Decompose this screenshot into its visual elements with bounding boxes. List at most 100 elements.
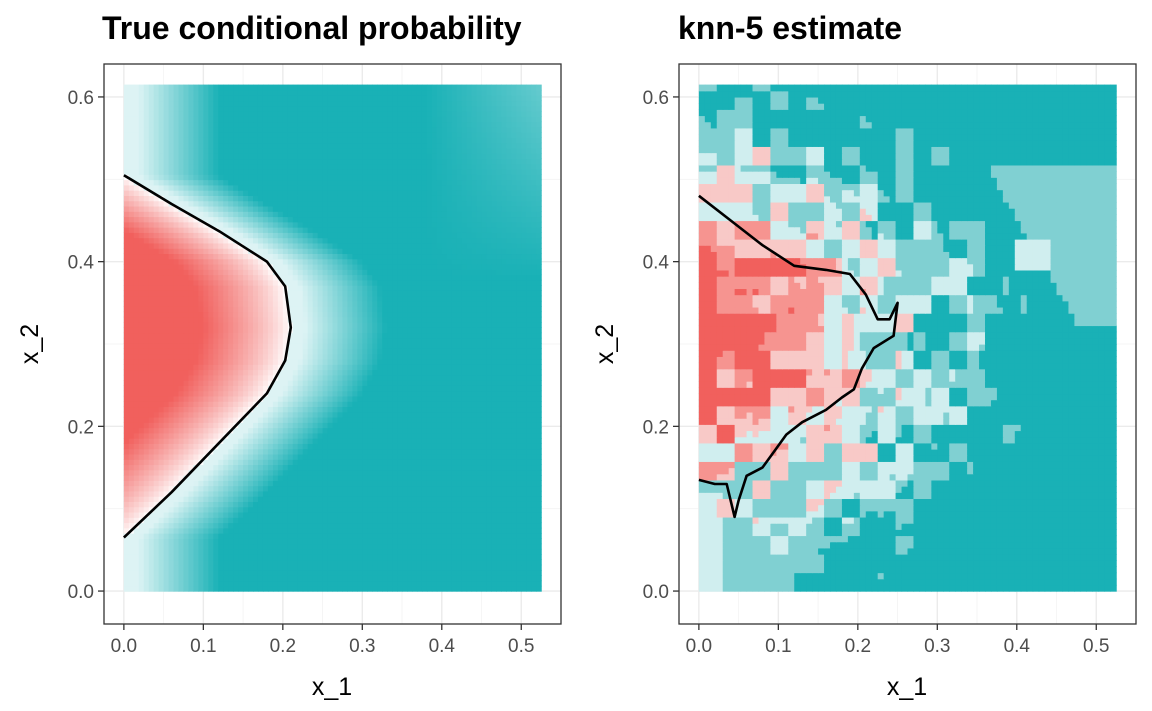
heat-cell	[367, 327, 373, 334]
heat-cell	[451, 548, 458, 555]
heat-cell	[228, 527, 234, 534]
heat-cell	[471, 306, 478, 313]
heat-cell	[198, 522, 204, 529]
heat-cell	[397, 285, 403, 291]
heat-cell	[302, 369, 309, 376]
heat-cell	[253, 385, 259, 392]
heat-cell	[407, 443, 413, 450]
heat-cell	[352, 564, 358, 571]
heat-cell	[402, 543, 408, 550]
heat-cell	[476, 385, 483, 392]
heat-cell	[143, 543, 150, 550]
heat-cell	[506, 575, 512, 582]
heat-cell	[287, 401, 294, 408]
heat-cell	[372, 533, 378, 539]
heat-cell	[352, 585, 358, 592]
heat-cell	[461, 485, 468, 492]
heat-cell	[267, 380, 274, 386]
heat-cell	[133, 490, 140, 497]
heat-cell	[248, 522, 254, 529]
heat-cell	[312, 406, 319, 413]
heat-cell	[257, 585, 264, 592]
heat-cell	[456, 548, 463, 555]
heat-cell	[302, 279, 309, 286]
heat-cell	[456, 422, 463, 429]
heat-cell	[337, 380, 344, 386]
heat-cell	[436, 580, 443, 587]
heat-cell	[158, 474, 165, 481]
heat-cell	[382, 517, 388, 524]
heat-cell	[446, 459, 453, 466]
heat-cell	[312, 311, 319, 318]
heat-cell	[392, 559, 398, 566]
heat-cell	[377, 358, 383, 365]
heat-cell	[317, 311, 324, 318]
heat-cell	[138, 290, 145, 297]
heat-cell	[158, 459, 165, 466]
heat-cell	[441, 480, 448, 487]
heat-cell	[377, 311, 383, 318]
heat-cell	[253, 448, 259, 455]
heat-cell	[372, 279, 378, 286]
heat-cell	[501, 511, 507, 518]
heat-cell	[312, 401, 319, 408]
heat-cell	[158, 369, 165, 376]
heat-cell	[382, 501, 388, 508]
heat-cell	[466, 332, 473, 339]
heat-cell	[317, 427, 324, 434]
heat-cell	[531, 538, 537, 545]
heat-cell	[471, 411, 478, 418]
heat-cell	[327, 559, 334, 566]
heat-cell	[471, 406, 478, 413]
heat-cell	[153, 517, 160, 524]
heat-cell	[372, 569, 378, 576]
heat-cell	[183, 432, 190, 439]
heat-cell	[143, 432, 150, 439]
heat-cell	[362, 575, 368, 582]
heat-cell	[133, 279, 140, 286]
heat-cell	[501, 343, 507, 349]
heat-cell	[188, 490, 195, 497]
heat-cell	[143, 401, 150, 408]
heat-cell	[317, 554, 324, 561]
heat-cell	[163, 501, 170, 508]
heat-cell	[466, 480, 473, 487]
heat-cell	[486, 580, 493, 587]
heat-cell	[402, 533, 408, 539]
heat-cell	[257, 469, 264, 476]
heat-cell	[491, 390, 498, 397]
heat-cell	[397, 485, 403, 492]
heat-cell	[138, 496, 145, 502]
heat-cell	[367, 453, 373, 460]
heat-cell	[228, 395, 234, 402]
heat-cell	[188, 580, 195, 587]
heat-cell	[476, 306, 483, 313]
heat-cell	[332, 496, 339, 502]
heat-cell	[178, 548, 185, 555]
heat-cell	[262, 401, 269, 408]
heat-cell	[436, 511, 443, 518]
heat-cell	[456, 564, 463, 571]
heat-cell	[123, 580, 130, 587]
heat-cell	[317, 327, 324, 334]
heat-cell	[163, 580, 170, 587]
heat-cell	[322, 485, 329, 492]
heat-cell	[352, 364, 358, 371]
heat-cell	[153, 416, 160, 423]
heat-cell	[511, 485, 517, 492]
heat-cell	[431, 395, 438, 402]
heat-cell	[476, 300, 483, 307]
heat-cell	[451, 327, 458, 334]
heat-cell	[138, 285, 145, 291]
heat-cell	[332, 290, 339, 297]
heat-cell	[158, 300, 165, 307]
heat-cell	[272, 490, 279, 497]
heat-cell	[292, 533, 299, 539]
heat-cell	[317, 506, 324, 513]
heat-cell	[342, 511, 349, 518]
heat-cell	[377, 559, 383, 566]
heat-cell	[402, 358, 408, 365]
heat-cell	[168, 575, 175, 582]
heat-cell	[297, 543, 304, 550]
heat-cell	[332, 422, 339, 429]
